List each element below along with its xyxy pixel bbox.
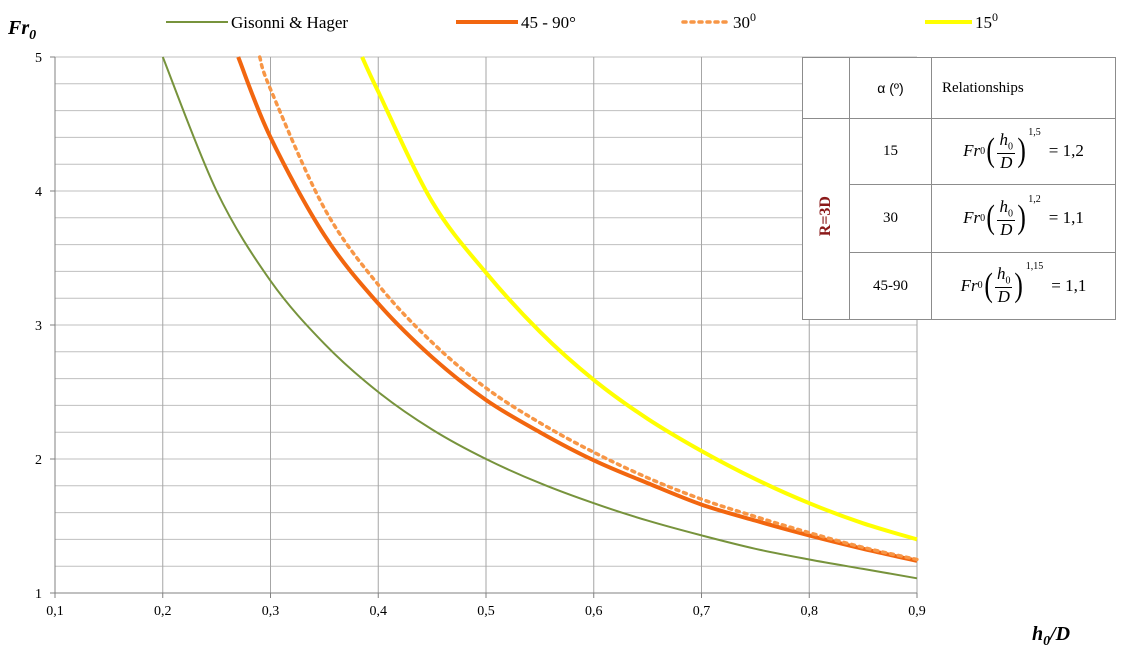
equation-cell: Fr 0 ( h0 D ) 1,5 = 1,2 bbox=[931, 118, 1116, 185]
alpha-cell: 30 bbox=[849, 184, 932, 253]
x-tick-label: 0,3 bbox=[262, 604, 280, 619]
table-row: 45-90 Fr 0 ( h0 D ) 1,15 = 1,1 bbox=[803, 252, 1116, 320]
legend-label-0: Gisonni & Hager bbox=[231, 13, 348, 32]
header-alpha: α (º) bbox=[849, 57, 932, 119]
equation-cell: Fr 0 ( h0 D ) 1,2 = 1,1 bbox=[931, 184, 1116, 253]
legend: Gisonni & Hager 45 - 90° 300 150 bbox=[166, 10, 998, 32]
group-label: R=3D bbox=[817, 196, 834, 237]
equation-cell: Fr 0 ( h0 D ) 1,15 = 1,1 bbox=[931, 252, 1116, 320]
tick-labels: 0,1 0,2 0,3 0,4 0,5 0,6 0,7 0,8 0,9 1 2 3 4 5 bbox=[35, 51, 926, 619]
header-relationships: Relationships bbox=[931, 57, 1116, 119]
y-tick-label: 2 bbox=[35, 453, 42, 468]
group-label-cell: R=3D bbox=[802, 118, 850, 320]
series-group bbox=[161, 55, 919, 580]
x-tick-label: 0,1 bbox=[46, 604, 64, 619]
table-row: R=3D 15 Fr 0 ( h0 D ) 1,5 = 1,2 bbox=[802, 118, 1116, 320]
table-corner-cell bbox=[802, 57, 850, 119]
relationships-table: α (º) Relationships R=3D 15 Fr 0 ( h0 D ) … bbox=[802, 57, 1116, 320]
y-tick-label: 4 bbox=[35, 185, 42, 200]
y-tick-label: 5 bbox=[35, 51, 42, 66]
legend-label-3: 150 bbox=[975, 10, 998, 32]
series-line-2 bbox=[257, 55, 919, 562]
table-header-row: α (º) Relationships bbox=[802, 57, 1116, 119]
x-tick-label: 0,2 bbox=[154, 604, 172, 619]
series-line-0 bbox=[161, 56, 918, 580]
x-tick-label: 0,5 bbox=[477, 604, 495, 619]
x-tick-label: 0,6 bbox=[585, 604, 603, 619]
x-tick-label: 0,7 bbox=[693, 604, 711, 619]
y-axis-title: Fr0 bbox=[7, 17, 36, 43]
equation: Fr 0 ( h0 D ) 1,15 = 1,1 bbox=[960, 261, 1087, 307]
axes bbox=[50, 56, 918, 598]
series-line-3 bbox=[360, 56, 918, 542]
equation: Fr 0 ( h0 D ) 1,2 = 1,1 bbox=[963, 193, 1084, 239]
legend-label-2: 300 bbox=[733, 10, 756, 32]
x-tick-label: 0,9 bbox=[908, 604, 926, 619]
grid-lines bbox=[54, 56, 918, 594]
alpha-cell: 15 bbox=[849, 118, 932, 185]
equation: Fr 0 ( h0 D ) 1,5 = 1,2 bbox=[963, 126, 1084, 172]
legend-label-1: 45 - 90° bbox=[521, 13, 576, 32]
y-tick-label: 3 bbox=[35, 319, 42, 334]
alpha-cell: 45-90 bbox=[849, 252, 932, 320]
table-row: 30 Fr 0 ( h0 D ) 1,2 = 1,1 bbox=[803, 184, 1116, 253]
x-tick-label: 0,4 bbox=[370, 604, 388, 619]
series-line-1 bbox=[236, 56, 918, 563]
y-tick-label: 1 bbox=[35, 587, 42, 602]
x-tick-label: 0,8 bbox=[801, 604, 819, 619]
x-axis-title: h0/D bbox=[1032, 623, 1070, 646]
